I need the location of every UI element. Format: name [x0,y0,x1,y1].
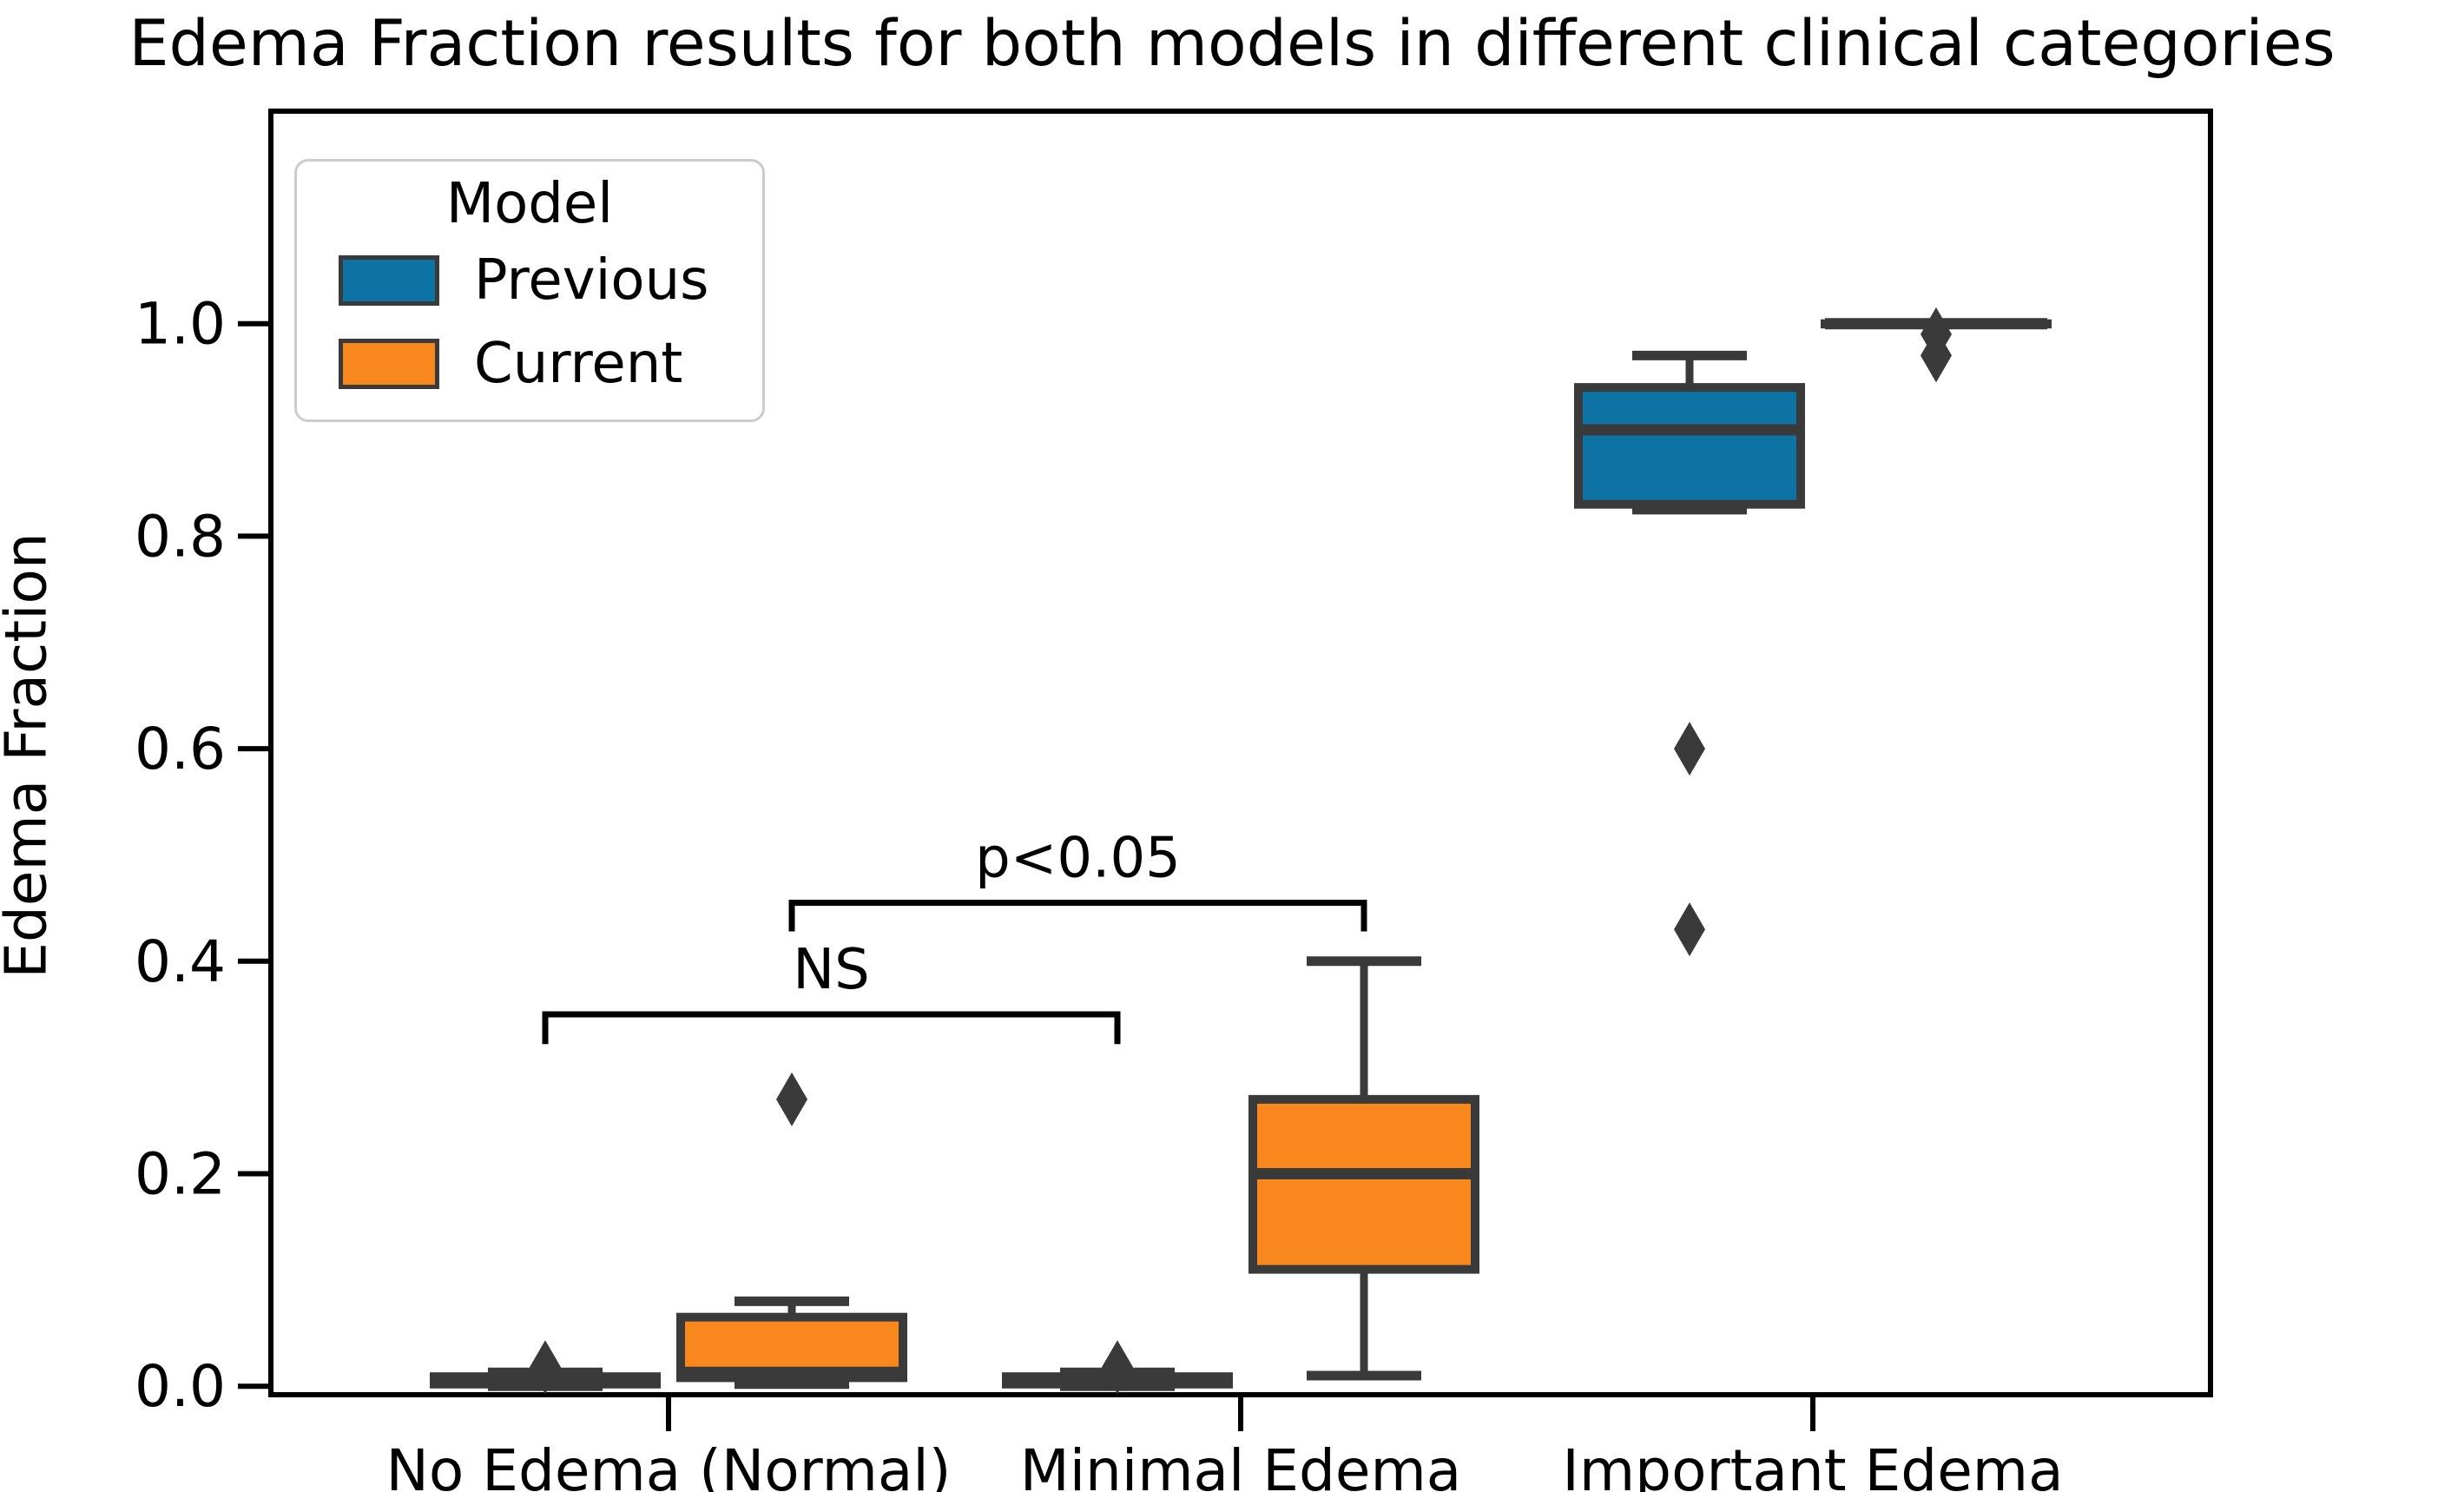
y-tick-label: 0.0 [135,1353,226,1420]
box-current-1 [1248,1094,1479,1274]
legend-swatch-current [339,339,439,389]
y-tick-label: 1.0 [135,291,226,358]
y-tick-label: 0.4 [135,928,226,995]
flier-diamond-previous-2 [1673,722,1705,776]
legend-entry-previous: Previous [339,248,762,313]
x-category-label: No Edema (Normal) [386,1437,952,1492]
legend-label-current: Current [474,332,683,396]
legend-swatch-previous [339,255,439,306]
y-tick-label: 0.8 [135,503,226,570]
legend: Model Previous Current [294,159,765,422]
flier-diamond-previous-2 [1673,902,1705,957]
legend-label-previous: Previous [474,248,709,313]
significance-bracket [542,1011,1121,1045]
y-tick-label: 0.2 [135,1141,226,1208]
flier-diamond-previous-0 [530,1340,562,1395]
annotation-label: NS [793,938,870,1002]
flier-diamond-current-0 [776,1072,808,1126]
flier-diamond-current-2 [1920,328,1952,383]
y-tick-label: 0.6 [135,716,226,782]
flier-diamond-previous-1 [1102,1340,1133,1395]
significance-bracket [788,900,1367,932]
legend-entry-current: Current [339,332,762,396]
legend-title: Model [445,172,614,236]
box-previous-2 [1573,383,1805,509]
x-category-label: Important Edema [1562,1437,2063,1492]
x-category-label: Minimal Edema [1020,1437,1461,1492]
chart-title: Edema Fraction results for both models i… [128,7,2336,81]
annotation-label: p<0.05 [975,827,1181,891]
